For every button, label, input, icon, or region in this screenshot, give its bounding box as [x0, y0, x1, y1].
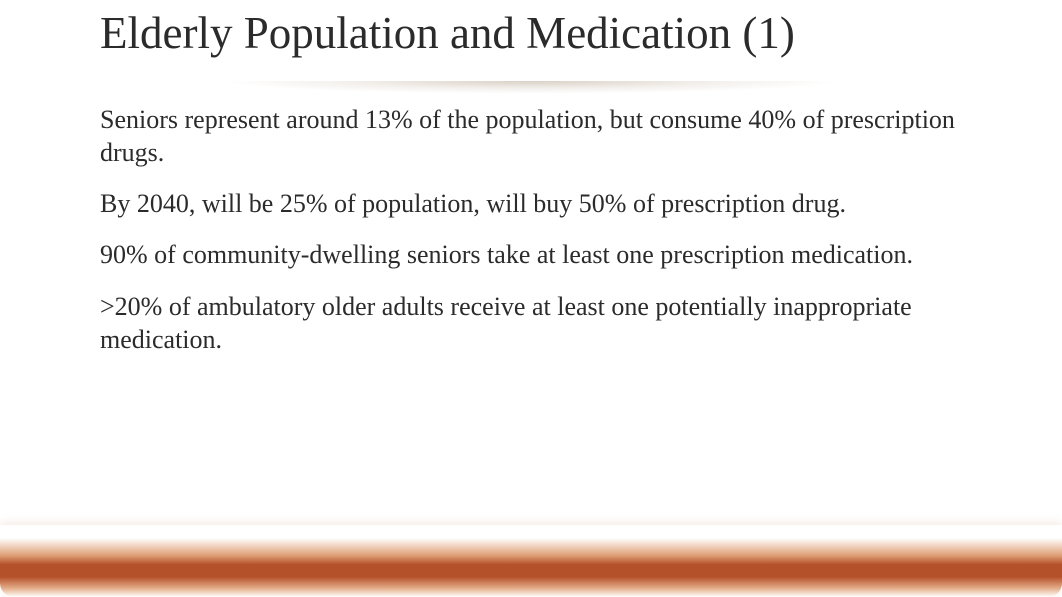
slide-title: Elderly Population and Medication (1) [0, 0, 1062, 63]
slide: Elderly Population and Medication (1) Se… [0, 0, 1062, 597]
body-paragraph: By 2040, will be 25% of population, will… [100, 187, 962, 220]
body-paragraph: Seniors represent around 13% of the popu… [100, 103, 962, 170]
slide-body: Seniors represent around 13% of the popu… [0, 99, 1062, 357]
footer-accent-bar [0, 525, 1062, 597]
body-paragraph: >20% of ambulatory older adults receive … [100, 290, 962, 357]
title-divider [90, 81, 972, 99]
body-paragraph: 90% of community-dwelling seniors take a… [100, 238, 962, 271]
